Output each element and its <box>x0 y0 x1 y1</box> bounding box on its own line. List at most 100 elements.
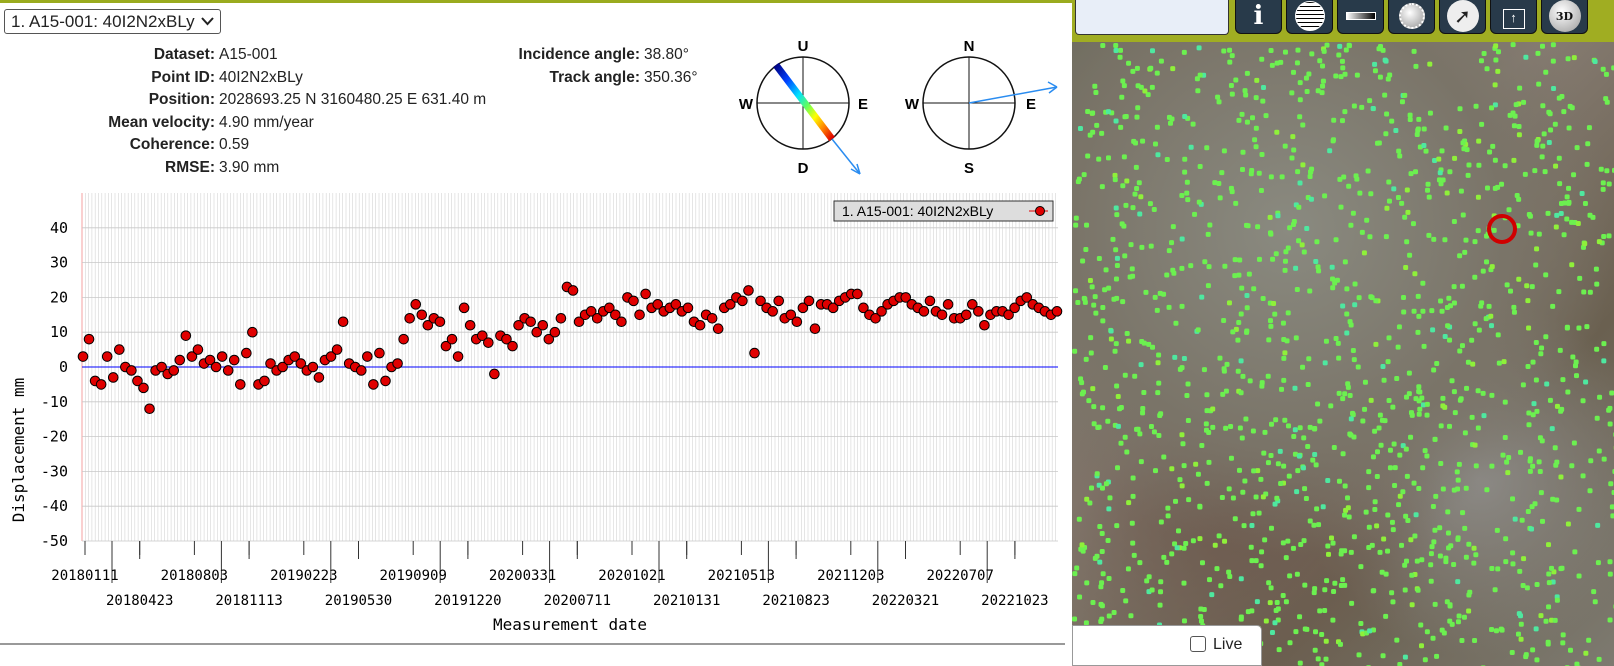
data-point[interactable] <box>277 361 288 373</box>
data-point[interactable] <box>362 351 373 362</box>
data-point[interactable] <box>507 340 518 352</box>
data-point[interactable] <box>936 309 948 321</box>
data-point[interactable] <box>767 306 778 317</box>
live-checkbox[interactable] <box>1190 636 1206 652</box>
compass-button[interactable]: ➚ <box>1439 0 1486 34</box>
data-point[interactable] <box>126 365 137 376</box>
data-point[interactable] <box>476 330 488 341</box>
data-point[interactable] <box>464 319 476 331</box>
data-point[interactable] <box>543 333 555 345</box>
data-point[interactable] <box>501 333 512 345</box>
data-point[interactable] <box>216 351 228 362</box>
data-point[interactable] <box>973 306 984 317</box>
data-point[interactable] <box>331 344 343 355</box>
3d-button[interactable]: 3D <box>1541 0 1588 34</box>
data-point[interactable] <box>440 340 452 352</box>
data-point[interactable] <box>537 319 549 331</box>
data-point[interactable] <box>900 292 912 303</box>
data-point[interactable] <box>604 302 615 314</box>
data-point[interactable] <box>186 351 198 362</box>
data-point[interactable] <box>228 354 240 366</box>
data-point[interactable] <box>640 288 651 300</box>
data-point[interactable] <box>259 375 270 387</box>
data-point[interactable] <box>95 379 107 390</box>
data-point[interactable] <box>616 316 627 328</box>
data-point[interactable] <box>174 354 186 366</box>
data-point[interactable] <box>422 319 434 331</box>
data-point[interactable] <box>398 333 409 345</box>
data-point[interactable] <box>325 351 337 362</box>
map-search-box[interactable] <box>1075 0 1229 35</box>
satellite-imagery[interactable] <box>1072 42 1614 666</box>
data-point[interactable] <box>234 379 246 390</box>
data-point[interactable] <box>549 326 561 338</box>
data-point[interactable] <box>180 330 192 341</box>
data-point[interactable] <box>749 347 760 359</box>
data-point[interactable] <box>101 351 113 362</box>
data-point[interactable] <box>241 347 252 359</box>
data-point[interactable] <box>567 285 579 296</box>
data-point[interactable] <box>1051 306 1063 317</box>
data-point[interactable] <box>307 361 319 373</box>
data-point[interactable] <box>132 375 143 387</box>
color-scale-button[interactable] <box>1337 0 1384 34</box>
data-point[interactable] <box>77 351 89 362</box>
data-point[interactable] <box>289 351 301 362</box>
brightness-button[interactable] <box>1388 0 1435 34</box>
data-point[interactable] <box>706 312 718 324</box>
data-point[interactable] <box>265 358 276 369</box>
data-point[interactable] <box>573 316 585 328</box>
data-point[interactable] <box>368 379 379 390</box>
data-point[interactable] <box>295 358 307 369</box>
data-point[interactable] <box>591 312 603 324</box>
data-point[interactable] <box>1003 309 1014 321</box>
point-selector-dropdown[interactable]: 1. A15-001: 40I2N2xBLy <box>4 9 221 34</box>
data-point[interactable] <box>452 351 464 362</box>
data-point[interactable] <box>827 302 839 314</box>
data-point[interactable] <box>960 309 972 321</box>
data-point[interactable] <box>773 295 785 307</box>
data-point[interactable] <box>967 299 978 310</box>
data-point[interactable] <box>410 299 422 310</box>
data-point[interactable] <box>785 309 797 321</box>
data-point[interactable] <box>210 361 222 373</box>
data-point[interactable] <box>355 365 367 376</box>
data-point[interactable] <box>531 326 543 338</box>
data-point[interactable] <box>682 302 694 314</box>
data-point[interactable] <box>918 306 930 317</box>
data-point[interactable] <box>525 316 536 328</box>
data-point[interactable] <box>156 361 167 373</box>
map-view[interactable]: i ➚ ↑ 3D <box>1072 0 1614 666</box>
data-point[interactable] <box>737 295 748 307</box>
data-point[interactable] <box>712 323 724 335</box>
data-point[interactable] <box>404 312 415 324</box>
data-point[interactable] <box>380 375 391 387</box>
data-point[interactable] <box>743 285 754 296</box>
data-point[interactable] <box>876 306 887 317</box>
data-point[interactable] <box>113 344 125 355</box>
data-point[interactable] <box>192 344 204 355</box>
data-point[interactable] <box>803 295 815 307</box>
data-point[interactable] <box>694 319 706 331</box>
data-point[interactable] <box>585 306 597 317</box>
globe-button[interactable] <box>1286 0 1333 34</box>
data-point[interactable] <box>247 326 258 338</box>
data-point[interactable] <box>416 309 428 321</box>
data-point[interactable] <box>610 309 621 321</box>
data-point[interactable] <box>489 368 500 380</box>
export-button[interactable]: ↑ <box>1490 0 1537 34</box>
selected-point-marker[interactable] <box>1487 214 1517 244</box>
data-point[interactable] <box>555 312 567 324</box>
data-point[interactable] <box>107 372 119 383</box>
data-point[interactable] <box>483 337 494 348</box>
data-point[interactable] <box>725 299 736 310</box>
data-point[interactable] <box>337 316 349 328</box>
data-point[interactable] <box>858 302 869 314</box>
data-point[interactable] <box>446 333 458 345</box>
data-point[interactable] <box>852 288 863 300</box>
data-point[interactable] <box>1021 292 1033 303</box>
data-point[interactable] <box>513 319 524 331</box>
data-point[interactable] <box>755 295 766 307</box>
data-point[interactable] <box>374 347 385 359</box>
data-point[interactable] <box>138 382 149 394</box>
